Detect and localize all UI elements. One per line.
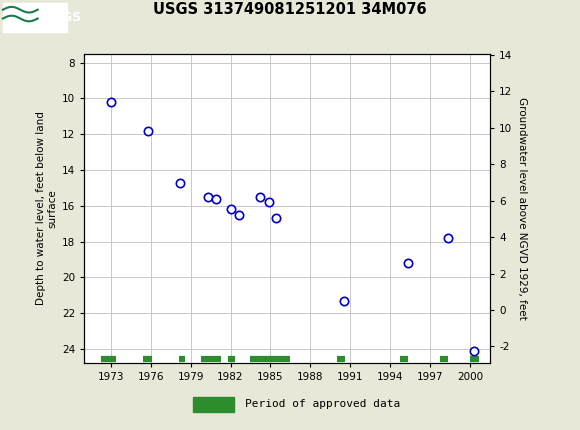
Text: USGS 313749081251201 34M076: USGS 313749081251201 34M076	[153, 2, 427, 17]
Text: USGS: USGS	[44, 11, 82, 24]
Bar	[3, 3, 67, 32]
Y-axis label: Depth to water level, feet below land
surface: Depth to water level, feet below land su…	[36, 112, 57, 305]
Bar	[193, 396, 234, 412]
Y-axis label: Groundwater level above NGVD 1929, feet: Groundwater level above NGVD 1929, feet	[517, 97, 527, 320]
Text: Period of approved data: Period of approved data	[245, 399, 400, 409]
